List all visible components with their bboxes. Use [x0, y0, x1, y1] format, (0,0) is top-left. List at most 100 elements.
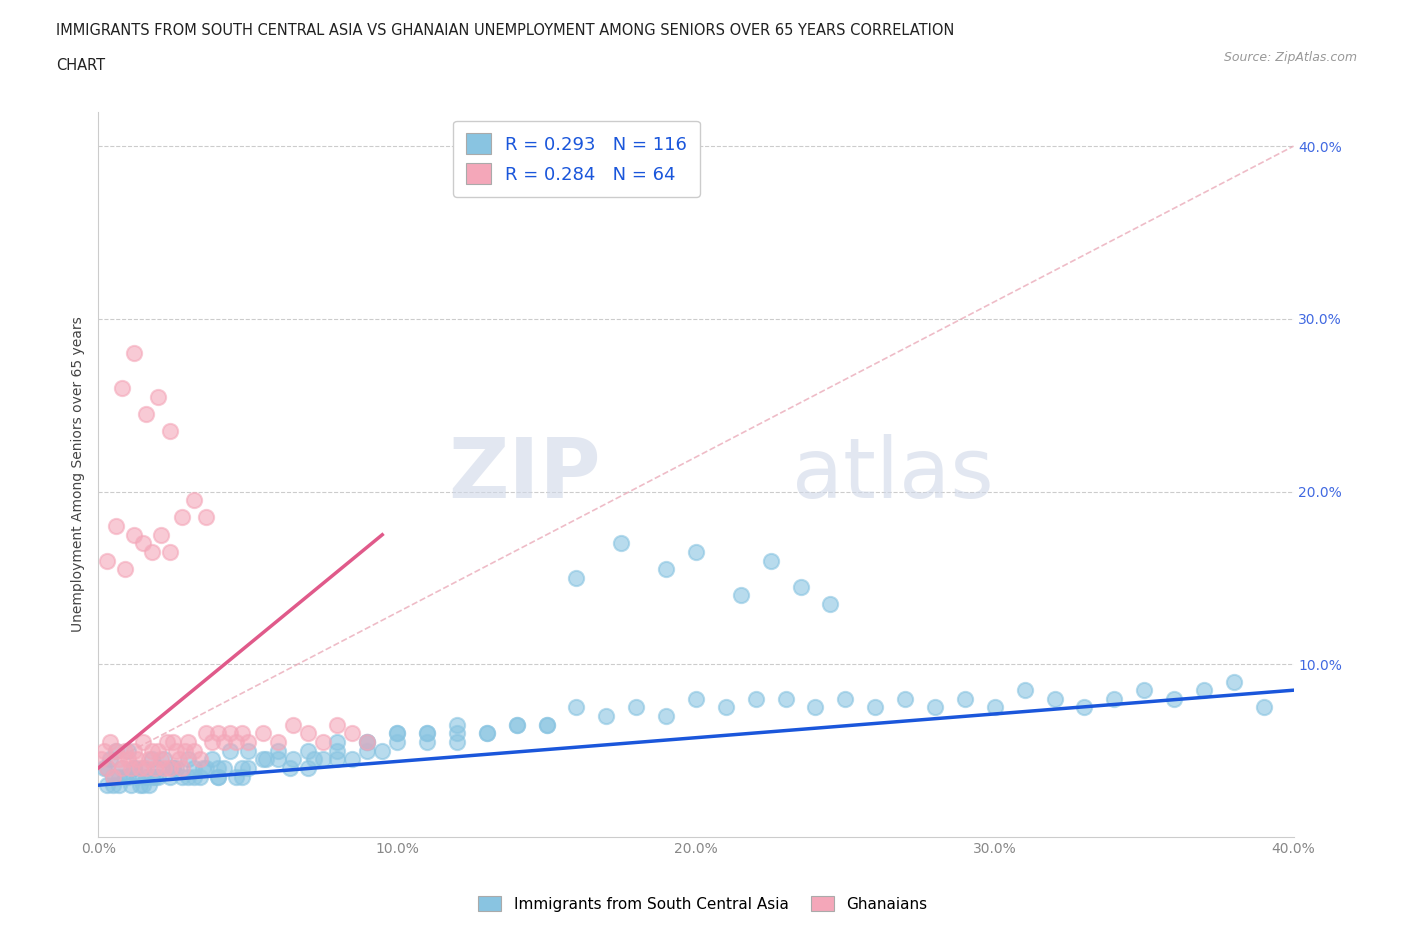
- Point: [132, 761, 155, 776]
- Point: [685, 545, 707, 560]
- Point: [159, 545, 181, 560]
- Point: [385, 726, 409, 741]
- Point: [804, 700, 827, 715]
- Point: [655, 562, 678, 577]
- Point: [1073, 700, 1095, 715]
- Point: [165, 743, 187, 758]
- Point: [167, 751, 190, 766]
- Point: [183, 493, 205, 508]
- Point: [124, 527, 146, 542]
- Point: [311, 735, 333, 750]
- Point: [1043, 691, 1066, 706]
- Point: [1223, 674, 1246, 689]
- Point: [135, 761, 157, 776]
- Point: [148, 769, 170, 784]
- Point: [132, 536, 155, 551]
- Point: [759, 553, 782, 568]
- Point: [342, 751, 364, 766]
- Point: [356, 735, 378, 750]
- Point: [278, 761, 301, 776]
- Point: [924, 700, 946, 715]
- Point: [267, 751, 290, 766]
- Point: [506, 717, 529, 732]
- Point: [416, 726, 439, 741]
- Point: [177, 751, 200, 766]
- Legend: R = 0.293   N = 116, R = 0.284   N = 64: R = 0.293 N = 116, R = 0.284 N = 64: [453, 121, 700, 196]
- Point: [141, 751, 163, 766]
- Point: [281, 717, 304, 732]
- Point: [685, 691, 707, 706]
- Point: [595, 709, 617, 724]
- Point: [326, 717, 349, 732]
- Point: [100, 735, 122, 750]
- Point: [156, 735, 179, 750]
- Point: [183, 743, 205, 758]
- Point: [111, 761, 134, 776]
- Point: [174, 743, 197, 758]
- Point: [1104, 691, 1126, 706]
- Legend: Immigrants from South Central Asia, Ghanaians: Immigrants from South Central Asia, Ghan…: [472, 889, 934, 918]
- Point: [188, 769, 211, 784]
- Point: [108, 769, 131, 784]
- Point: [143, 769, 166, 784]
- Point: [162, 761, 184, 776]
- Point: [132, 735, 155, 750]
- Point: [219, 726, 242, 741]
- Point: [775, 691, 797, 706]
- Point: [159, 424, 181, 439]
- Point: [124, 743, 146, 758]
- Point: [302, 751, 325, 766]
- Point: [1192, 683, 1215, 698]
- Point: [212, 735, 235, 750]
- Point: [789, 579, 811, 594]
- Point: [108, 777, 131, 792]
- Point: [326, 751, 349, 766]
- Point: [135, 406, 157, 421]
- Point: [195, 726, 218, 741]
- Point: [141, 769, 163, 784]
- Point: [188, 751, 211, 766]
- Point: [141, 743, 163, 758]
- Point: [254, 751, 277, 766]
- Point: [127, 751, 149, 766]
- Point: [1014, 683, 1036, 698]
- Point: [138, 777, 160, 792]
- Point: [165, 761, 187, 776]
- Text: IMMIGRANTS FROM SOUTH CENTRAL ASIA VS GHANAIAN UNEMPLOYMENT AMONG SENIORS OVER 6: IMMIGRANTS FROM SOUTH CENTRAL ASIA VS GH…: [56, 23, 955, 38]
- Point: [207, 769, 229, 784]
- Point: [610, 536, 633, 551]
- Point: [281, 751, 304, 766]
- Point: [231, 769, 253, 784]
- Point: [103, 769, 125, 784]
- Point: [183, 769, 205, 784]
- Point: [219, 743, 242, 758]
- Point: [267, 735, 290, 750]
- Point: [153, 751, 176, 766]
- Point: [475, 726, 498, 741]
- Point: [356, 735, 378, 750]
- Point: [201, 735, 224, 750]
- Point: [207, 726, 229, 741]
- Point: [984, 700, 1007, 715]
- Point: [201, 751, 224, 766]
- Point: [225, 735, 247, 750]
- Point: [150, 527, 173, 542]
- Point: [371, 743, 394, 758]
- Point: [114, 769, 136, 784]
- Point: [446, 726, 468, 741]
- Point: [311, 751, 333, 766]
- Point: [385, 726, 409, 741]
- Point: [297, 761, 319, 776]
- Point: [565, 700, 588, 715]
- Point: [103, 769, 125, 784]
- Point: [90, 751, 112, 766]
- Point: [446, 717, 468, 732]
- Text: ZIP: ZIP: [449, 433, 600, 515]
- Point: [714, 700, 737, 715]
- Point: [129, 777, 152, 792]
- Point: [252, 751, 274, 766]
- Point: [117, 769, 139, 784]
- Point: [236, 735, 259, 750]
- Point: [172, 510, 194, 525]
- Point: [536, 717, 558, 732]
